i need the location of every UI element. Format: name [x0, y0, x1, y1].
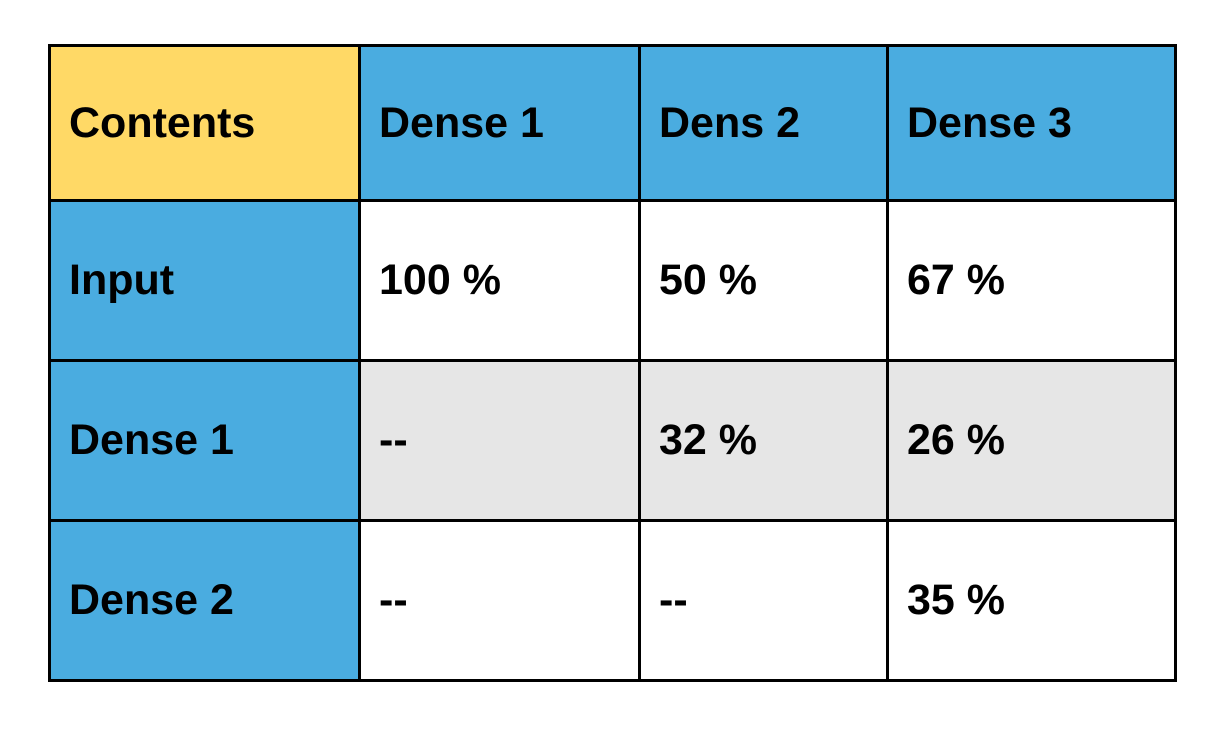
connection-table-container: Contents Dense 1 Dens 2 Dense 3 Input 10…: [48, 44, 1177, 682]
table-header-row: Contents Dense 1 Dens 2 Dense 3: [48, 44, 1177, 202]
table-row: Dense 1 -- 32 % 26 %: [48, 359, 1177, 522]
row-header-dense-2: Dense 2: [48, 519, 361, 682]
connection-table: Contents Dense 1 Dens 2 Dense 3 Input 10…: [48, 44, 1177, 682]
table-cell: 50 %: [638, 199, 889, 362]
row-header-dense-1: Dense 1: [48, 359, 361, 522]
table-cell: 26 %: [886, 359, 1177, 522]
row-header-input: Input: [48, 199, 361, 362]
table-cell: --: [358, 359, 641, 522]
column-header-dens-2: Dens 2: [638, 44, 889, 202]
table-cell: --: [638, 519, 889, 682]
column-header-dense-3: Dense 3: [886, 44, 1177, 202]
column-header-dense-1: Dense 1: [358, 44, 641, 202]
table-row: Dense 2 -- -- 35 %: [48, 519, 1177, 682]
table-cell: 35 %: [886, 519, 1177, 682]
table-cell: 32 %: [638, 359, 889, 522]
table-cell: 67 %: [886, 199, 1177, 362]
corner-header-cell: Contents: [48, 44, 361, 202]
table-cell: --: [358, 519, 641, 682]
table-row: Input 100 % 50 % 67 %: [48, 199, 1177, 362]
table-cell: 100 %: [358, 199, 641, 362]
